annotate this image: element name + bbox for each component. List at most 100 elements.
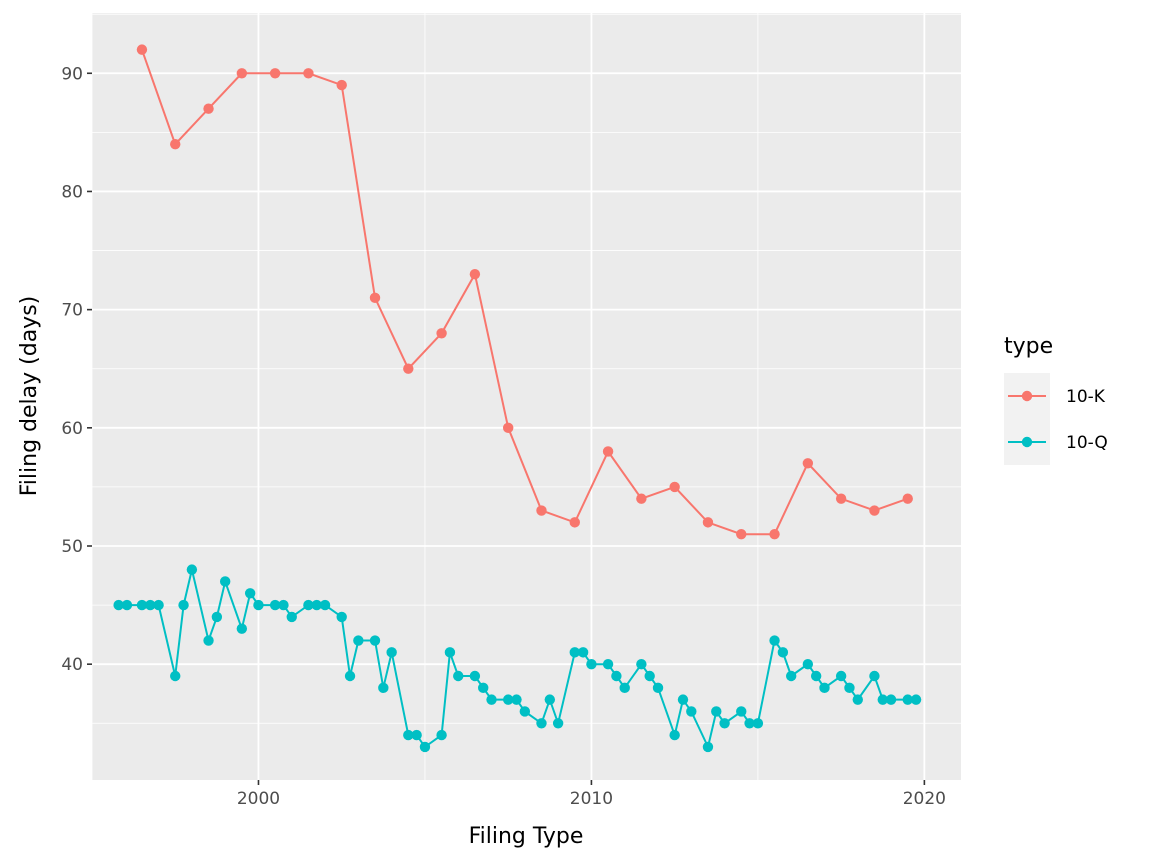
data-point-10-Q <box>203 635 214 646</box>
data-point-10-Q <box>819 682 830 694</box>
data-point-10-Q <box>186 564 198 575</box>
data-point-10-Q <box>619 682 630 694</box>
data-point-10-Q <box>436 729 447 741</box>
data-point-10-Q <box>336 611 347 623</box>
data-point-10-Q <box>569 647 580 658</box>
data-point-10-Q <box>711 706 722 717</box>
data-point-10-K <box>136 44 148 55</box>
y-tick-label: 80 <box>61 182 83 202</box>
data-point-10-Q <box>353 635 364 646</box>
data-point-10-K <box>702 517 714 528</box>
data-point-10-Q <box>810 670 822 682</box>
data-point-10-Q <box>303 599 314 611</box>
data-point-10-Q <box>121 599 133 611</box>
data-point-10-Q <box>386 647 397 658</box>
data-point-10-Q <box>136 599 148 611</box>
x-axis-title: Filing Type <box>469 824 584 849</box>
data-point-10-Q <box>577 647 589 658</box>
data-point-10-Q <box>444 647 456 658</box>
y-tick-label: 90 <box>61 64 83 84</box>
legend-key-point <box>1021 390 1033 402</box>
data-point-10-Q <box>478 682 489 694</box>
data-point-10-Q <box>411 729 422 741</box>
data-point-10-K <box>602 446 614 457</box>
grid-minor <box>91 13 961 780</box>
data-point-10-Q <box>877 694 888 705</box>
data-point-10-Q <box>511 694 522 705</box>
data-point-10-Q <box>544 694 556 705</box>
data-point-10-Q <box>552 718 564 729</box>
data-point-10-K <box>236 68 248 79</box>
data-point-10-Q <box>752 718 764 729</box>
y-tick-label: 40 <box>61 655 83 675</box>
series-10-K <box>136 44 913 540</box>
data-point-10-Q <box>636 658 647 670</box>
data-point-10-Q <box>344 670 356 682</box>
y-axis-title: Filing delay (days) <box>17 296 42 497</box>
data-point-10-K <box>536 505 547 516</box>
data-point-10-K <box>669 481 680 493</box>
data-point-10-Q <box>644 670 655 682</box>
data-point-10-Q <box>278 599 289 611</box>
legend: type 10-K 10-Q <box>1004 334 1108 465</box>
data-point-10-Q <box>702 741 714 753</box>
data-point-10-Q <box>244 588 256 599</box>
data-point-10-K <box>303 68 314 79</box>
data-point-10-Q <box>744 718 755 729</box>
data-point-10-Q <box>769 635 780 646</box>
legend-label: 10-Q <box>1066 433 1108 453</box>
y-tick-label: 60 <box>61 419 83 439</box>
data-point-10-Q <box>885 694 897 705</box>
x-tick-label: 2000 <box>237 789 280 809</box>
data-point-10-Q <box>844 682 855 694</box>
data-point-10-Q <box>736 706 747 717</box>
data-point-10-Q <box>677 694 689 705</box>
data-point-10-Q <box>652 682 664 694</box>
data-point-10-Q <box>369 635 381 646</box>
data-point-10-Q <box>113 599 124 611</box>
data-point-10-Q <box>611 670 622 682</box>
legend-label: 10-K <box>1066 387 1106 407</box>
y-tick-label: 70 <box>61 301 83 321</box>
data-point-10-Q <box>802 658 814 670</box>
data-point-10-Q <box>536 718 547 729</box>
data-point-10-Q <box>286 611 297 623</box>
data-point-10-Q <box>902 694 913 705</box>
data-point-10-Q <box>153 599 164 611</box>
data-point-10-Q <box>602 658 614 670</box>
data-point-10-Q <box>378 682 389 694</box>
data-point-10-Q <box>211 611 223 623</box>
data-point-10-Q <box>403 729 414 741</box>
data-point-10-Q <box>469 670 481 682</box>
data-point-10-Q <box>170 670 181 682</box>
data-point-10-Q <box>178 599 189 611</box>
data-point-10-K <box>636 493 647 504</box>
data-point-10-Q <box>586 658 597 670</box>
data-point-10-Q <box>269 599 281 611</box>
data-point-10-K <box>502 422 514 434</box>
data-point-10-K <box>269 68 281 79</box>
x-tick-label: 2020 <box>903 789 946 809</box>
data-point-10-Q <box>852 694 863 705</box>
data-point-10-K <box>469 268 481 280</box>
x-tick-label: 2010 <box>570 789 613 809</box>
data-point-10-Q <box>419 741 431 753</box>
y-axis: 40 50 60 70 80 90 <box>61 64 92 675</box>
data-point-10-Q <box>236 623 248 634</box>
data-point-10-Q <box>453 670 464 682</box>
data-point-10-K <box>436 328 447 339</box>
series-layer <box>113 44 922 753</box>
data-point-10-K <box>736 528 747 540</box>
data-point-10-Q <box>502 694 514 705</box>
data-point-10-K <box>203 103 214 114</box>
data-point-10-Q <box>145 599 156 611</box>
panel-background <box>92 13 961 780</box>
data-point-10-Q <box>519 706 531 717</box>
data-point-10-K <box>769 528 780 540</box>
data-point-10-Q <box>686 706 697 717</box>
data-point-10-Q <box>486 694 497 705</box>
series-line-10-K <box>140 49 909 536</box>
data-point-10-Q <box>785 670 797 682</box>
data-point-10-K <box>170 138 181 150</box>
